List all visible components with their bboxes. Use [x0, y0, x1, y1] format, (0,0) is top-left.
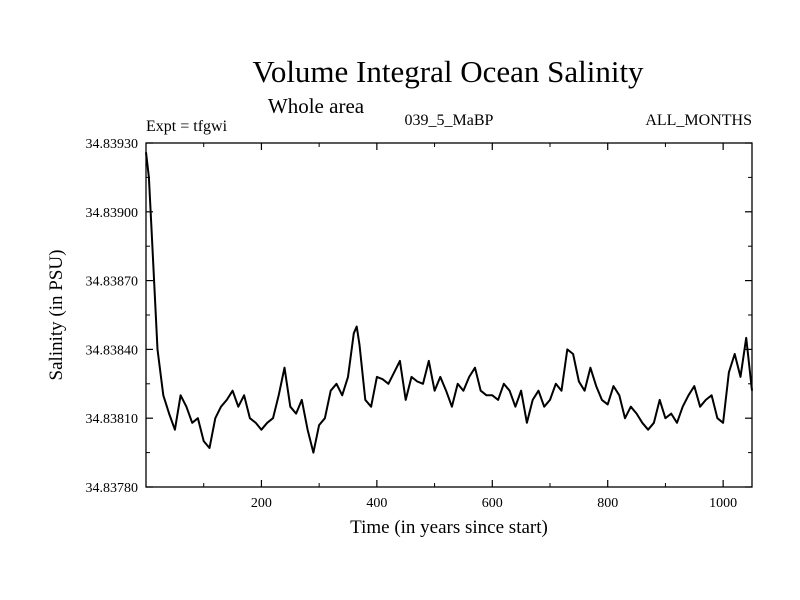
plot-frame: [145, 142, 753, 488]
y-tick-label: 34.83870: [86, 275, 139, 290]
y-tick-label: 34.83780: [86, 481, 139, 496]
months-label: ALL_MONTHS: [645, 112, 752, 129]
x-tick-label: 600: [482, 496, 503, 511]
x-tick-label: 800: [597, 496, 618, 511]
x-tick-label: 1000: [709, 496, 737, 511]
x-axis-label: Time (in years since start): [350, 517, 548, 538]
x-tick-label: 200: [251, 496, 272, 511]
y-tick-label: 34.83930: [86, 137, 139, 152]
y-axis: 34.83780 34.83810 34.83840 34.83870 34.83900…: [86, 137, 752, 496]
chart-subtitle: Whole area: [268, 94, 365, 118]
y-axis-label: Salinity (in PSU): [46, 250, 67, 381]
y-tick-label: 34.83840: [86, 343, 139, 358]
y-tick-label: 34.83900: [86, 206, 139, 221]
x-axis: 200 400 600 800 1000: [203, 143, 737, 511]
run-label: 039_5_MaBP: [405, 112, 494, 129]
chart-title: Volume Integral Ocean Salinity: [252, 54, 644, 89]
experiment-label: Expt = tfgwi: [146, 118, 228, 135]
y-tick-label: 34.83810: [86, 412, 139, 427]
salinity-series-line: [145, 152, 753, 454]
x-tick-label: 400: [366, 496, 387, 511]
